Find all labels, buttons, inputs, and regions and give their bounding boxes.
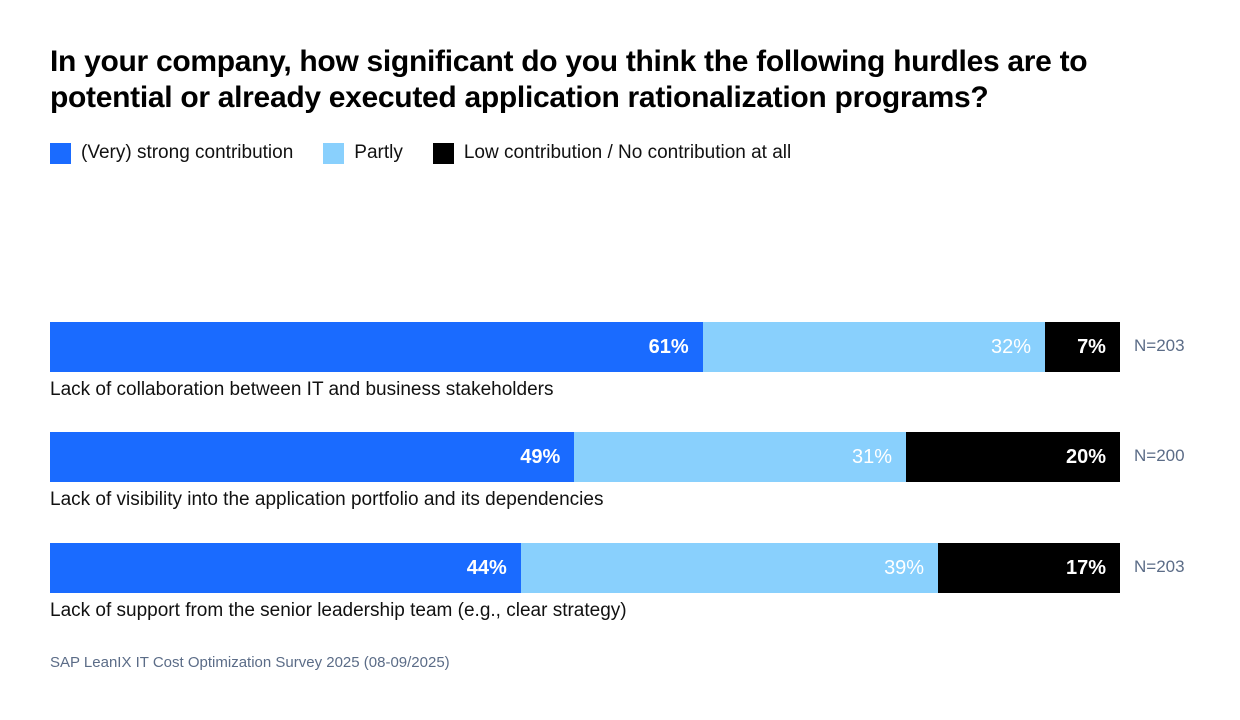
legend-swatch-strong [50,142,71,164]
source-note: SAP LeanIX IT Cost Optimization Survey 2… [50,654,450,671]
legend-label-strong: (Very) strong contribution [81,142,294,163]
category-label: Lack of visibility into the application … [50,489,604,510]
stacked-bar: 61% 32% 7% [50,322,1120,372]
bar-segment-strong: 44% [50,543,521,593]
data-label-strong: 49% [520,445,561,468]
legend-item-low: Low contribution / No contribution at al… [432,142,792,164]
legend-swatch-low [432,142,454,164]
sample-size-label: N=203 [1134,336,1185,355]
sample-size-label: N=203 [1134,557,1185,576]
bar-row: 44% 39% 17% N=203 Lack of support from the s… [50,543,1210,633]
bar-segment-strong: 61% [50,322,703,372]
data-label-low: 20% [1065,445,1106,468]
data-label-low: 17% [1065,556,1106,579]
legend-label-low: Low contribution / No contribution at al… [463,142,792,163]
bar-segment-partly: 31% [574,432,906,482]
data-label-low: 7% [1077,335,1106,358]
bar-segment-partly: 39% [520,543,939,593]
legend-item-partly: Partly [323,142,403,164]
stacked-bar: 49% 31% 20% [50,432,1120,482]
stacked-bar: 44% 39% 17% [50,543,1120,593]
bar-segment-low: 17% [938,543,1120,593]
legend-item-strong: (Very) strong contribution [50,142,293,164]
chart-title: In your company, how significant do you … [50,45,1088,114]
legend-swatch-partly [323,142,345,164]
data-label-partly: 39% [884,556,925,579]
data-label-partly: 31% [851,445,892,468]
bar-segment-partly: 32% [702,322,1046,372]
bar-segment-low: 20% [905,432,1120,482]
legend-label-partly: Partly [354,142,403,163]
data-label-strong: 44% [466,556,507,579]
legend: (Very) strong contribution Partly Low co… [50,142,821,164]
bar-segment-strong: 49% [50,432,575,482]
sample-size-label: N=200 [1134,446,1185,465]
bar-row: 61% 32% 7% N=203 Lack of collaboration betwe… [50,322,1210,412]
data-label-strong: 61% [648,335,689,358]
category-label: Lack of support from the senior leadersh… [50,600,627,621]
data-label-partly: 32% [991,335,1032,358]
bar-row: 49% 31% 20% N=200 Lack of visibility into th… [50,432,1210,522]
bar-segment-low: 7% [1045,322,1120,372]
category-label: Lack of collaboration between IT and bus… [50,379,554,400]
